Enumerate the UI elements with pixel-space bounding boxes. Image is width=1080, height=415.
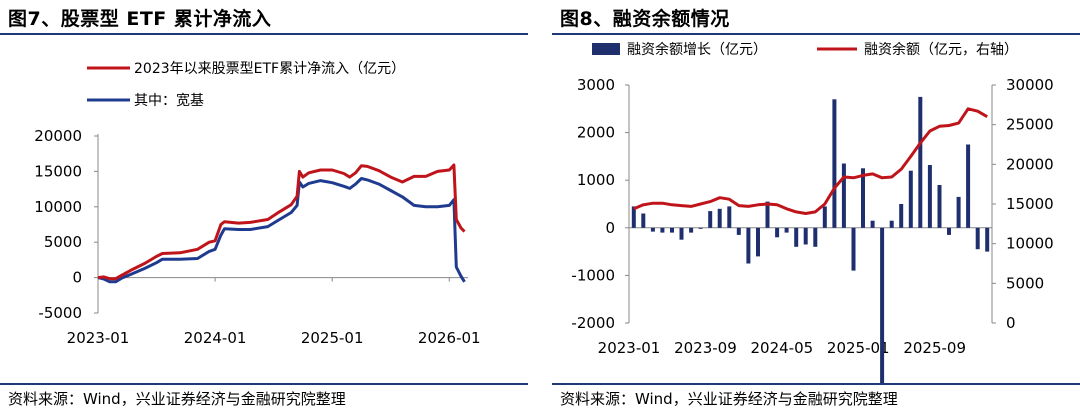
bar-12 xyxy=(746,227,751,264)
left-y-tick-label-0: -2000 xyxy=(571,314,615,332)
x-tick-label-3: 2026-01 xyxy=(418,329,481,347)
bar-6 xyxy=(689,227,694,233)
bar-23 xyxy=(851,227,856,271)
right-panel: 图8、融资余额情况 融资余额增长（亿元） 融资余额（亿元，右轴） -2000 -100… xyxy=(552,0,1080,415)
bar-27 xyxy=(889,220,894,228)
right-source-rule xyxy=(552,383,1080,385)
bar-22 xyxy=(841,163,846,228)
bar-36 xyxy=(975,227,980,250)
bar-19 xyxy=(813,227,818,247)
bar-20 xyxy=(822,206,827,228)
y-tick-label-4: 15000 xyxy=(34,162,82,180)
bar-34 xyxy=(956,196,961,228)
x-tick-label-2: 2024-05 xyxy=(750,339,813,357)
bar-9 xyxy=(717,208,722,228)
bar-17 xyxy=(794,227,799,247)
legend-label-bar: 融资余额增长（亿元） xyxy=(627,41,767,58)
x-tick-label-1: 2024-01 xyxy=(184,329,247,347)
left-chart-title: 图7、股票型 ETF 累计净流入 xyxy=(8,8,272,30)
bar-31 xyxy=(927,165,932,228)
bar-15 xyxy=(775,227,780,238)
bar-18 xyxy=(803,227,808,245)
bar-30 xyxy=(918,96,923,228)
x-tick-label-3: 2025-01 xyxy=(827,339,890,357)
bar-13 xyxy=(756,227,760,257)
etf-inflow-chart: 2023年以来股票型ETF累计净流入（亿元） 其中：宽基 -5000 0 5000 100… xyxy=(34,61,481,347)
left-y-tick-label-3: 1000 xyxy=(577,171,615,189)
right-y-tick-label-5: 25000 xyxy=(1006,116,1054,134)
y-tick-label-2: 5000 xyxy=(44,233,82,251)
left-y-tick-label-4: 2000 xyxy=(577,124,615,142)
right-y-tick-label-2: 10000 xyxy=(1006,235,1054,253)
bar-4 xyxy=(670,227,674,233)
series-line-0 xyxy=(97,163,466,281)
y-tick-label-5: 20000 xyxy=(34,127,82,145)
bar-7 xyxy=(698,227,703,229)
left-y-tick-label-1: -1000 xyxy=(571,266,615,284)
legend-label-line: 融资余额（亿元，右轴） xyxy=(864,41,1018,58)
bar-10 xyxy=(727,206,732,228)
bar-3 xyxy=(660,227,665,233)
right-title-rule xyxy=(552,33,1080,35)
right-y-tick-label-1: 5000 xyxy=(1006,274,1044,292)
bar-0 xyxy=(631,206,636,228)
x-tick-label-2: 2025-01 xyxy=(301,329,364,347)
bar-29 xyxy=(908,170,913,228)
margin-balance-chart: 融资余额增长（亿元） 融资余额（亿元，右轴） -2000 -1000 0 1000 2000… xyxy=(571,41,1054,383)
bar-16 xyxy=(784,227,789,233)
right-source-note: 资料来源：Wind，兴业证券经济与金融研究院整理 xyxy=(560,390,898,408)
bar-32 xyxy=(937,185,942,228)
bar-28 xyxy=(899,204,904,228)
right-y-tick-label-0: 0 xyxy=(1006,314,1016,332)
right-y-tick-label-4: 20000 xyxy=(1006,155,1054,173)
series-line-1 xyxy=(97,177,466,284)
right-chart-title: 图8、融资余额情况 xyxy=(560,8,730,30)
left-panel: 图7、股票型 ETF 累计净流入 2023年以来股票型ETF累计净流入（亿元） 其… xyxy=(0,0,528,415)
bar-1 xyxy=(641,213,646,228)
y-tick-label-0: -5000 xyxy=(38,304,82,322)
bar-26 xyxy=(880,227,885,383)
bar-24 xyxy=(861,168,865,228)
bar-14 xyxy=(765,201,770,228)
x-tick-label-0: 2023-01 xyxy=(598,339,661,357)
bar-8 xyxy=(708,211,713,228)
left-source-rule xyxy=(0,383,528,385)
bar-2 xyxy=(650,227,655,232)
balance-line xyxy=(633,107,988,215)
bar-25 xyxy=(870,220,875,228)
legend-label-1: 其中：宽基 xyxy=(134,92,204,109)
x-tick-label-1: 2023-09 xyxy=(674,339,737,357)
y-tick-label-3: 10000 xyxy=(34,198,82,216)
bar-5 xyxy=(679,227,684,240)
x-tick-label-4: 2025-09 xyxy=(903,339,966,357)
right-y-tick-label-6: 30000 xyxy=(1006,76,1054,94)
left-y-tick-label-5: 3000 xyxy=(577,76,615,94)
left-source-note: 资料来源：Wind，兴业证券经济与金融研究院整理 xyxy=(8,390,346,408)
y-tick-label-1: 0 xyxy=(72,269,82,287)
bar-21 xyxy=(832,99,837,228)
left-y-tick-label-2: 0 xyxy=(605,219,615,237)
legend-swatch-bar xyxy=(592,43,620,55)
bar-33 xyxy=(947,227,951,235)
x-tick-label-0: 2023-01 xyxy=(67,329,130,347)
bar-11 xyxy=(736,227,741,235)
left-title-rule xyxy=(0,33,528,35)
legend-label-0: 2023年以来股票型ETF累计净流入（亿元） xyxy=(134,61,405,77)
right-y-tick-label-3: 15000 xyxy=(1006,195,1054,213)
bar-35 xyxy=(966,144,971,228)
bar-37 xyxy=(985,227,990,252)
